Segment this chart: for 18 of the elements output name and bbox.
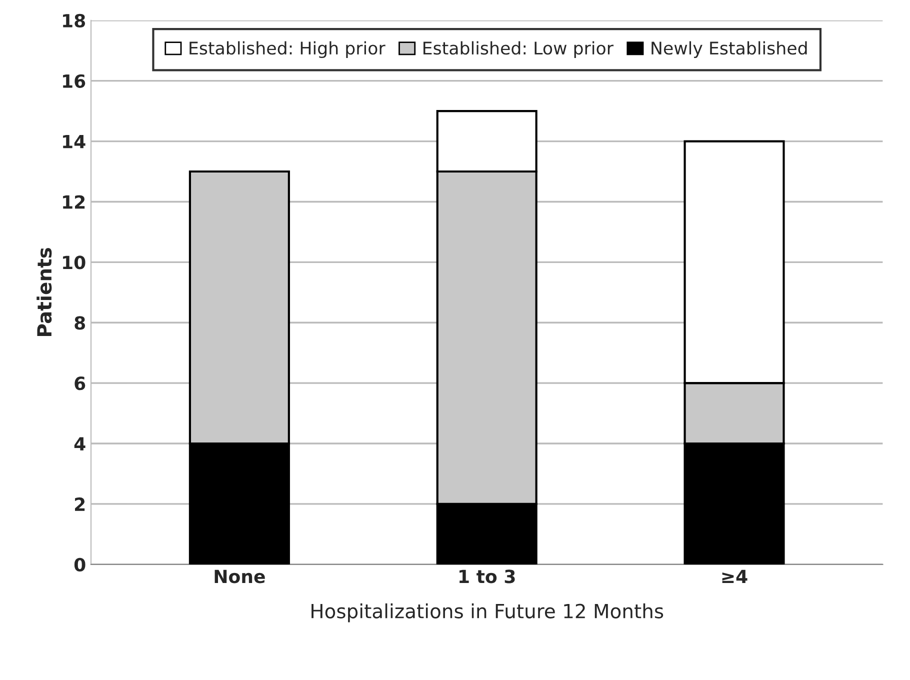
y-tick-label: 0 <box>74 558 86 572</box>
x-axis-title: Hospitalizations in Future 12 Months <box>312 603 664 622</box>
y-tick-label: 6 <box>74 376 86 390</box>
y-tick-label: 2 <box>75 497 85 511</box>
legend-label: Newly Established <box>652 41 807 58</box>
x-tick-label: 1 to 3 <box>460 570 515 584</box>
x-tick-label: ≥4 <box>722 570 748 583</box>
x-tick-label: None <box>214 570 265 584</box>
y-tick-label: 16 <box>63 74 86 88</box>
y-tick-label: 12 <box>63 195 85 209</box>
y-tick-label: 18 <box>63 14 86 28</box>
y-tick-label: 10 <box>63 256 86 270</box>
y-tick-label: 14 <box>63 134 86 148</box>
legend-label: Established: Low prior <box>424 41 614 58</box>
y-axis-title: Patients <box>36 248 52 336</box>
legend-label: Established: High prior <box>190 41 386 58</box>
y-tick-label: 4 <box>74 437 86 450</box>
y-tick-label: 8 <box>74 316 86 330</box>
